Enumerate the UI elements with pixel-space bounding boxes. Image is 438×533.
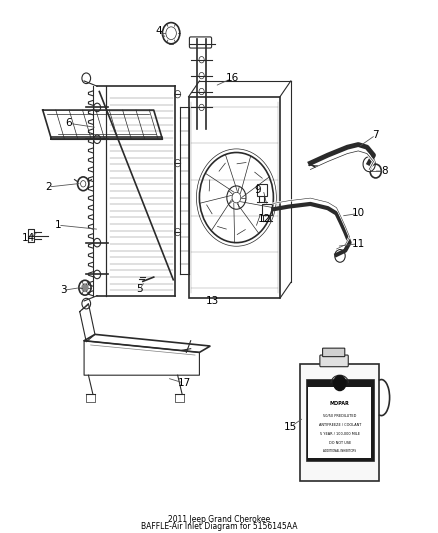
FancyBboxPatch shape [320,355,348,367]
Text: 2: 2 [45,182,52,192]
Text: 3: 3 [60,285,67,295]
Text: 2011 Jeep Grand Cherokee: 2011 Jeep Grand Cherokee [168,515,270,523]
Text: 4: 4 [155,26,162,36]
Text: 15: 15 [284,422,297,432]
Text: 7: 7 [372,130,379,140]
FancyBboxPatch shape [308,387,371,458]
Text: DO NOT USE: DO NOT USE [328,441,351,445]
Text: 11: 11 [352,239,365,249]
Text: 8: 8 [381,166,388,176]
FancyBboxPatch shape [322,348,345,357]
Text: MOPAR: MOPAR [330,401,350,406]
Text: 17: 17 [177,378,191,388]
Text: 50/50 PREDILUTED: 50/50 PREDILUTED [323,414,357,418]
Circle shape [82,284,88,292]
Text: ADDITIONAL INHIBITORS: ADDITIONAL INHIBITORS [323,449,357,453]
Text: 16: 16 [226,73,239,83]
FancyBboxPatch shape [300,364,379,481]
Text: 14: 14 [22,233,35,244]
Text: 6: 6 [66,118,72,128]
Text: 12: 12 [258,214,271,224]
Text: 5: 5 [137,284,143,294]
Text: 13: 13 [206,296,219,306]
Text: 10: 10 [352,208,365,219]
Bar [188,97,280,298]
FancyBboxPatch shape [306,379,374,461]
Text: ANTIFREEZE / COOLANT: ANTIFREEZE / COOLANT [318,423,361,427]
Text: BAFFLE-Air Inlet Diagram for 5156145AA: BAFFLE-Air Inlet Diagram for 5156145AA [141,522,297,531]
Text: 5 YEAR / 100,000 MILE: 5 YEAR / 100,000 MILE [320,432,360,436]
Text: 1: 1 [55,220,61,230]
Text: 9: 9 [255,184,261,195]
Circle shape [334,376,346,391]
